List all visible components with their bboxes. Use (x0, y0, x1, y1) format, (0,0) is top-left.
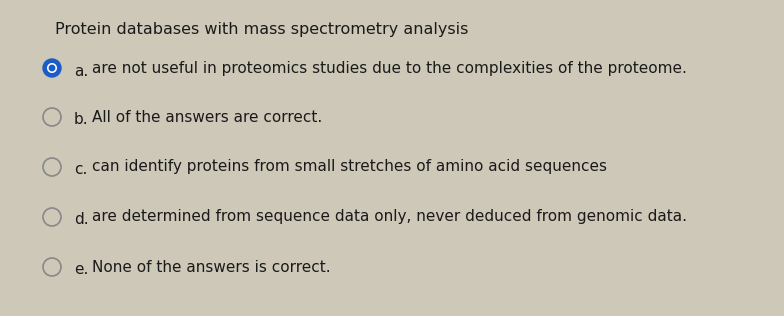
Circle shape (43, 108, 61, 126)
Text: can identify proteins from small stretches of amino acid sequences: can identify proteins from small stretch… (92, 160, 607, 174)
Circle shape (49, 65, 55, 71)
Text: d.: d. (74, 212, 89, 228)
Text: All of the answers are correct.: All of the answers are correct. (92, 110, 322, 125)
Circle shape (43, 208, 61, 226)
Text: are determined from sequence data only, never deduced from genomic data.: are determined from sequence data only, … (92, 210, 687, 224)
Circle shape (43, 158, 61, 176)
Text: c.: c. (74, 162, 87, 178)
Text: are not useful in proteomics studies due to the complexities of the proteome.: are not useful in proteomics studies due… (92, 60, 687, 76)
Circle shape (43, 258, 61, 276)
Text: Protein databases with mass spectrometry analysis: Protein databases with mass spectrometry… (55, 22, 468, 37)
Text: None of the answers is correct.: None of the answers is correct. (92, 259, 331, 275)
Text: b.: b. (74, 112, 89, 127)
Circle shape (48, 64, 56, 72)
Circle shape (43, 59, 61, 77)
Text: e.: e. (74, 263, 89, 277)
Text: a.: a. (74, 64, 89, 78)
